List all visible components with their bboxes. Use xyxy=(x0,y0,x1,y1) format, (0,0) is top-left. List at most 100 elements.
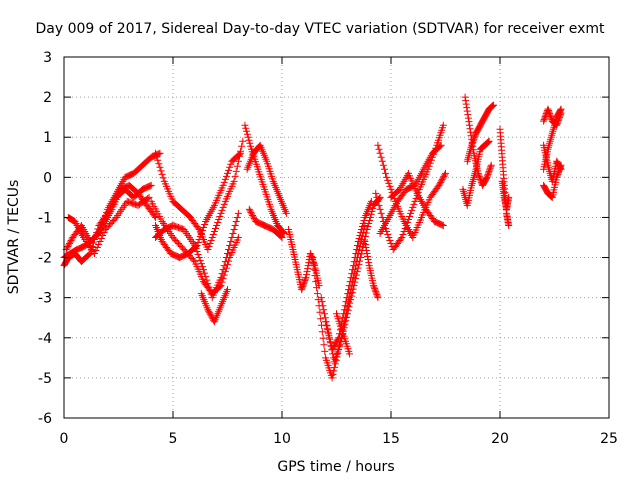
data-point xyxy=(557,165,565,173)
data-point xyxy=(373,292,381,300)
data-point xyxy=(361,232,369,240)
data-point xyxy=(206,309,214,317)
data-point xyxy=(218,278,226,286)
data-point xyxy=(245,205,253,213)
data-point xyxy=(348,289,356,297)
data-point xyxy=(320,306,328,314)
data-point xyxy=(371,286,379,294)
data-point xyxy=(362,229,370,237)
data-point xyxy=(327,339,335,347)
data-point xyxy=(280,229,288,237)
data-point xyxy=(367,210,375,218)
data-point xyxy=(319,334,327,342)
data-point xyxy=(483,139,491,147)
data-point xyxy=(322,318,330,326)
data-point xyxy=(375,201,383,209)
data-point xyxy=(194,239,202,247)
data-point xyxy=(91,236,99,244)
data-point xyxy=(347,296,355,304)
data-point xyxy=(350,258,358,266)
data-point xyxy=(234,157,242,165)
data-point xyxy=(487,163,495,171)
data-point xyxy=(461,93,469,101)
data-point xyxy=(554,169,562,177)
data-point xyxy=(228,234,236,241)
series-track-j xyxy=(241,121,288,237)
data-point xyxy=(546,110,554,118)
data-point xyxy=(404,215,412,223)
data-point xyxy=(475,172,483,180)
series-track-dd xyxy=(540,161,565,201)
data-point xyxy=(540,117,548,125)
data-point xyxy=(205,243,213,251)
data-point xyxy=(206,240,214,248)
data-point xyxy=(318,298,326,306)
data-point xyxy=(483,172,491,180)
data-point xyxy=(349,262,357,270)
data-point xyxy=(145,193,153,201)
data-point xyxy=(357,228,365,236)
data-point xyxy=(192,243,200,251)
data-point xyxy=(352,250,360,258)
data-point xyxy=(341,302,349,310)
data-point xyxy=(92,232,100,240)
data-point xyxy=(438,221,446,229)
data-point xyxy=(346,299,354,307)
data-point xyxy=(278,234,286,241)
data-point xyxy=(304,262,312,270)
data-point xyxy=(152,213,160,221)
data-point xyxy=(358,222,366,230)
data-point xyxy=(230,177,238,185)
data-point xyxy=(64,243,72,251)
series-track-cc xyxy=(540,105,565,173)
data-point xyxy=(229,229,237,237)
data-point xyxy=(245,136,253,144)
data-point xyxy=(386,182,394,190)
data-point xyxy=(385,179,393,187)
data-point xyxy=(437,141,445,149)
data-point xyxy=(406,212,414,220)
data-point xyxy=(204,306,212,314)
data-point xyxy=(246,207,254,215)
data-point xyxy=(313,290,321,298)
data-point xyxy=(193,242,201,250)
data-point xyxy=(316,308,324,316)
data-point xyxy=(387,240,395,248)
data-point xyxy=(233,162,241,170)
data-point xyxy=(322,321,330,329)
data-point xyxy=(235,150,243,158)
data-point xyxy=(376,149,384,157)
data-point xyxy=(307,253,315,261)
data-point xyxy=(485,138,493,146)
data-point xyxy=(111,215,119,223)
data-point xyxy=(462,97,470,105)
data-point xyxy=(92,247,100,255)
data-point xyxy=(436,142,444,150)
data-point xyxy=(475,171,483,179)
data-point xyxy=(364,253,372,261)
data-point xyxy=(227,160,235,168)
y-tick-label: -2 xyxy=(38,251,52,267)
data-point xyxy=(544,105,552,113)
series-track-z xyxy=(496,125,513,229)
data-point xyxy=(465,118,473,126)
data-point xyxy=(206,310,214,318)
data-point xyxy=(384,176,392,184)
data-point xyxy=(411,197,419,205)
data-point xyxy=(342,317,350,325)
data-point xyxy=(347,274,355,282)
series-track-g xyxy=(147,197,242,298)
data-point xyxy=(349,285,357,293)
data-point xyxy=(201,269,209,277)
data-point xyxy=(93,244,101,252)
data-point xyxy=(219,275,227,283)
plot-frame xyxy=(63,56,610,419)
data-point xyxy=(210,227,218,235)
data-point xyxy=(442,169,449,177)
data-point xyxy=(219,203,227,211)
data-points xyxy=(60,93,565,382)
data-point xyxy=(397,235,405,243)
data-point xyxy=(362,244,370,252)
data-point xyxy=(471,132,479,140)
